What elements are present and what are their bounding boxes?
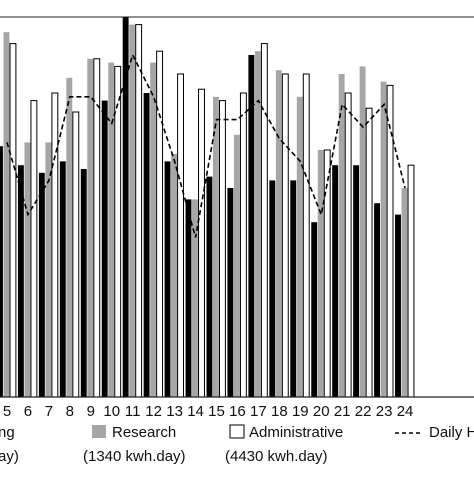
bar-teaching-16 — [227, 188, 234, 397]
bar-research-18 — [275, 70, 282, 397]
axis-layer: 5 6 7 8 9 10 11 12 13 14 15 16 17 18 19 20 21 22 23 24 — [0, 16, 474, 420]
bar-research-24 — [401, 188, 408, 397]
x-tick-label-24: 24 — [397, 403, 414, 420]
bar-teaching-7 — [38, 172, 45, 397]
x-tick-label-18: 18 — [271, 403, 288, 420]
bar-research-8 — [66, 77, 73, 398]
bar-research-11 — [129, 24, 136, 397]
x-tick-label-23: 23 — [376, 403, 393, 420]
bar-teaching-12 — [143, 93, 150, 397]
bar-teaching-23 — [374, 203, 380, 397]
x-tick-label-19: 19 — [292, 403, 309, 420]
bar-teaching-20 — [311, 222, 318, 397]
bar-administrative-6 — [30, 100, 38, 398]
x-tick-label-14: 14 — [187, 403, 204, 420]
legend-sublabel-teaching: ay) — [0, 448, 19, 465]
legend-label-administrative: Administrative — [249, 424, 343, 441]
x-tick-label-5: 5 — [3, 403, 11, 420]
bar-administrative-14 — [198, 88, 205, 398]
bar-administrative-16 — [239, 92, 247, 398]
x-tick-label-9: 9 — [87, 403, 95, 420]
bar-research-23 — [380, 81, 387, 397]
x-tick-label-15: 15 — [208, 403, 225, 420]
legend-swatch-administrative — [229, 424, 245, 439]
bar-administrative-8 — [72, 111, 80, 398]
bar-teaching-24 — [395, 214, 401, 397]
bar-research-9 — [87, 58, 94, 398]
bar-research-17 — [254, 51, 261, 397]
bar-research-10 — [108, 62, 115, 397]
bar-teaching-6 — [17, 165, 24, 397]
bars-layer — [0, 17, 415, 398]
x-tick-label-12: 12 — [145, 403, 162, 420]
bar-administrative-12 — [156, 50, 164, 398]
legend-swatch-research — [92, 425, 106, 438]
bar-teaching-22 — [353, 165, 360, 397]
line-layer — [6, 52, 406, 238]
bar-research-13 — [171, 153, 177, 397]
legend-label-teaching: ng — [0, 424, 15, 441]
bar-research-6 — [24, 142, 31, 397]
bar-administrative-10 — [114, 65, 122, 398]
bar-research-19 — [296, 96, 303, 398]
x-tick-label-7: 7 — [45, 403, 53, 420]
bar-research-7 — [45, 142, 52, 397]
bar-teaching-19 — [290, 180, 297, 397]
bar-teaching-8 — [59, 161, 66, 397]
bar-research-22 — [359, 66, 366, 398]
bar-administrative-21 — [344, 92, 352, 398]
bar-teaching-14 — [185, 199, 192, 397]
bar-administrative-7 — [51, 92, 59, 398]
legend-sublabel-administrative: (4430 kwh.day) — [225, 448, 328, 465]
bar-administrative-17 — [260, 43, 268, 398]
bar-administrative-9 — [93, 58, 101, 398]
bar-administrative-23 — [386, 84, 394, 398]
bar-teaching-15 — [206, 176, 213, 397]
bar-research-16 — [233, 134, 240, 398]
legend-sublabel-research: (1340 kwh.day) — [83, 448, 186, 465]
bar-administrative-15 — [219, 100, 226, 398]
bar-teaching-11 — [122, 17, 129, 397]
bar-administrative-18 — [281, 73, 289, 398]
legend: ng ay) Research (1340 kwh.day) Administr… — [0, 424, 474, 465]
bar-research-20 — [317, 150, 324, 397]
bar-administrative-24 — [407, 164, 415, 398]
bar-teaching-13 — [164, 161, 171, 397]
bar-teaching-18 — [269, 180, 276, 397]
x-tick-label-20: 20 — [313, 403, 330, 420]
legend-label-research: Research — [112, 424, 176, 441]
bar-research-12 — [150, 62, 157, 397]
bar-teaching-9 — [80, 169, 87, 397]
bar-research-21 — [338, 74, 345, 397]
bar-administrative-11 — [135, 24, 143, 398]
x-tick-label-21: 21 — [334, 403, 351, 420]
bar-teaching-5 — [0, 146, 3, 397]
x-tick-label-16: 16 — [229, 403, 246, 420]
bar-teaching-17 — [248, 55, 255, 397]
x-tick-label-11: 11 — [125, 403, 141, 420]
bar-administrative-19 — [302, 73, 310, 398]
bar-administrative-5 — [9, 43, 17, 398]
bar-teaching-21 — [332, 165, 339, 397]
bar-research-15 — [213, 96, 219, 398]
x-tick-label-8: 8 — [66, 403, 74, 420]
x-tick-label-17: 17 — [250, 403, 267, 420]
bar-teaching-10 — [101, 100, 108, 397]
x-tick-label-13: 13 — [166, 403, 183, 420]
bar-administrative-13 — [177, 73, 185, 398]
daily-line-series — [6, 52, 406, 238]
bar-research-5 — [3, 32, 10, 397]
x-tick-label-6: 6 — [24, 403, 32, 420]
bar-administrative-22 — [365, 107, 373, 398]
bar-research-14 — [192, 199, 198, 397]
legend-label-daily: Daily H — [429, 424, 474, 441]
x-tick-label-22: 22 — [355, 403, 372, 420]
x-tick-label-10: 10 — [103, 403, 120, 420]
